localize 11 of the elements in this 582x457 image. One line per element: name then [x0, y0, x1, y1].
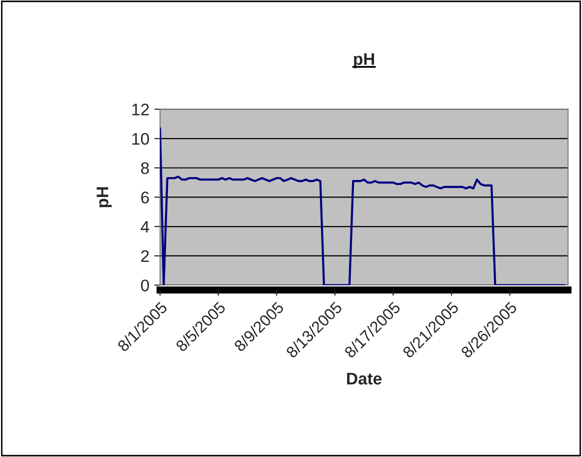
x-axis-title: Date [347, 372, 382, 385]
y-tick-label: 6 [141, 192, 149, 204]
y-tick-label: 10 [132, 132, 149, 145]
y-axis-title: pH [96, 187, 112, 208]
y-tick-label: 8 [141, 162, 149, 174]
y-tick-label: 12 [132, 104, 149, 116]
y-tick-label: 4 [140, 221, 150, 233]
y-tick-label: 0 [141, 280, 149, 292]
chart-title: pH [354, 53, 374, 68]
line-series [160, 127, 566, 286]
y-tick-label: 2 [141, 250, 149, 262]
